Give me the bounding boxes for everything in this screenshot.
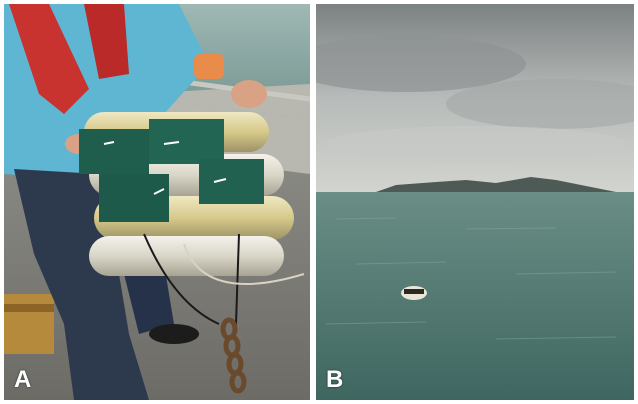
photo-panel-b: B xyxy=(316,4,634,400)
photo-buoy-sampler xyxy=(4,4,310,400)
photo-sea-deployment xyxy=(316,4,634,400)
panel-a-label: A xyxy=(14,366,32,393)
photo-panel-a: A xyxy=(4,4,310,400)
panel-b-label: B xyxy=(326,366,344,393)
